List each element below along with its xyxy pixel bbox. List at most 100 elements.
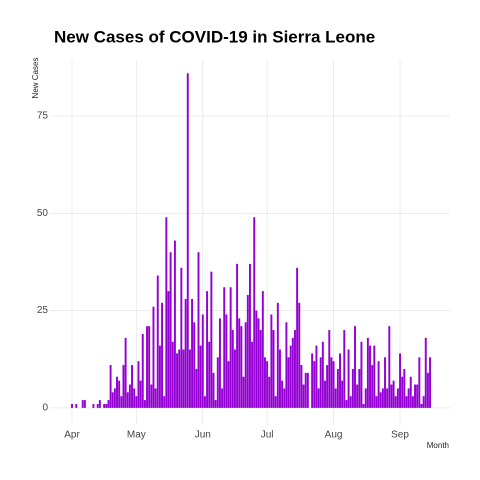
bar bbox=[276, 302, 279, 408]
bar bbox=[343, 330, 346, 408]
bar bbox=[133, 388, 136, 408]
chart-title: New Cases of COVID-19 in Sierra Leone bbox=[54, 27, 375, 46]
bar bbox=[167, 291, 170, 408]
bar bbox=[416, 384, 419, 408]
bar bbox=[225, 314, 228, 408]
bar bbox=[268, 376, 271, 408]
bar bbox=[351, 368, 354, 408]
x-tick-label: Sep bbox=[391, 430, 409, 441]
bar bbox=[289, 345, 292, 408]
bar bbox=[399, 353, 401, 408]
bar bbox=[336, 368, 339, 408]
bar bbox=[188, 349, 191, 408]
bar bbox=[379, 392, 382, 408]
bar bbox=[240, 326, 243, 408]
bar bbox=[203, 396, 206, 408]
bar bbox=[300, 365, 303, 408]
bar bbox=[191, 298, 194, 408]
bar bbox=[236, 263, 239, 408]
bar bbox=[330, 357, 333, 408]
y-tick-label: 0 bbox=[42, 403, 48, 414]
x-axis-label: Month bbox=[427, 441, 449, 450]
bar bbox=[422, 396, 425, 408]
bar bbox=[105, 403, 108, 408]
bar bbox=[107, 400, 110, 408]
bar bbox=[354, 326, 356, 408]
bar bbox=[302, 384, 305, 408]
bar bbox=[306, 372, 309, 408]
bar bbox=[184, 298, 187, 408]
bar bbox=[326, 365, 329, 408]
bar bbox=[360, 341, 363, 408]
bar bbox=[218, 318, 221, 408]
bar bbox=[263, 357, 266, 408]
bar bbox=[313, 361, 316, 408]
bar bbox=[248, 263, 251, 408]
bar bbox=[287, 357, 290, 408]
bar bbox=[193, 322, 196, 408]
bar bbox=[98, 400, 101, 408]
bar bbox=[231, 330, 234, 408]
bar bbox=[270, 314, 273, 408]
bar bbox=[253, 217, 256, 408]
bar bbox=[356, 384, 359, 408]
bar bbox=[311, 353, 314, 408]
bar bbox=[195, 368, 198, 408]
bar bbox=[364, 388, 367, 408]
bar bbox=[171, 341, 174, 408]
bar bbox=[214, 400, 217, 408]
bar bbox=[261, 291, 264, 408]
bar bbox=[186, 73, 189, 408]
bar bbox=[319, 357, 322, 408]
bar bbox=[401, 376, 404, 408]
x-tick-label: Jul bbox=[261, 430, 274, 441]
bar bbox=[418, 357, 421, 408]
bar bbox=[71, 403, 73, 408]
bar bbox=[176, 353, 179, 408]
bar bbox=[154, 388, 157, 408]
y-tick-label: 75 bbox=[37, 111, 49, 122]
x-tick-label: Aug bbox=[325, 430, 343, 441]
bar bbox=[375, 396, 378, 408]
bar bbox=[128, 384, 131, 408]
bar bbox=[135, 396, 138, 408]
bar bbox=[163, 396, 166, 408]
bar bbox=[371, 365, 374, 408]
bar bbox=[92, 403, 95, 408]
bar bbox=[420, 403, 423, 408]
bar bbox=[377, 361, 380, 408]
bar bbox=[251, 341, 254, 408]
bar bbox=[341, 380, 344, 408]
bar bbox=[298, 302, 301, 408]
bar bbox=[146, 326, 149, 408]
bar bbox=[126, 392, 129, 408]
bar bbox=[161, 302, 164, 408]
bar bbox=[281, 380, 284, 408]
bar bbox=[390, 384, 393, 408]
bar bbox=[394, 396, 397, 408]
x-tick-label: Apr bbox=[64, 430, 80, 441]
bar bbox=[386, 388, 389, 408]
bar bbox=[317, 388, 320, 408]
bar bbox=[328, 330, 331, 408]
bar bbox=[266, 361, 269, 408]
bar bbox=[242, 376, 245, 408]
bar bbox=[83, 400, 86, 408]
bar bbox=[321, 341, 324, 408]
bar bbox=[199, 345, 202, 408]
bar bbox=[165, 217, 168, 408]
bar bbox=[424, 337, 427, 408]
bar bbox=[182, 349, 185, 408]
bar bbox=[349, 396, 352, 408]
bar bbox=[158, 345, 161, 408]
bar bbox=[285, 322, 288, 408]
bar bbox=[169, 252, 172, 408]
bar bbox=[229, 287, 232, 408]
bar bbox=[283, 388, 286, 408]
bar bbox=[223, 287, 226, 408]
bar bbox=[141, 333, 144, 408]
bar bbox=[296, 267, 299, 408]
bar bbox=[257, 318, 260, 408]
bar bbox=[75, 403, 78, 408]
bar bbox=[246, 295, 249, 408]
